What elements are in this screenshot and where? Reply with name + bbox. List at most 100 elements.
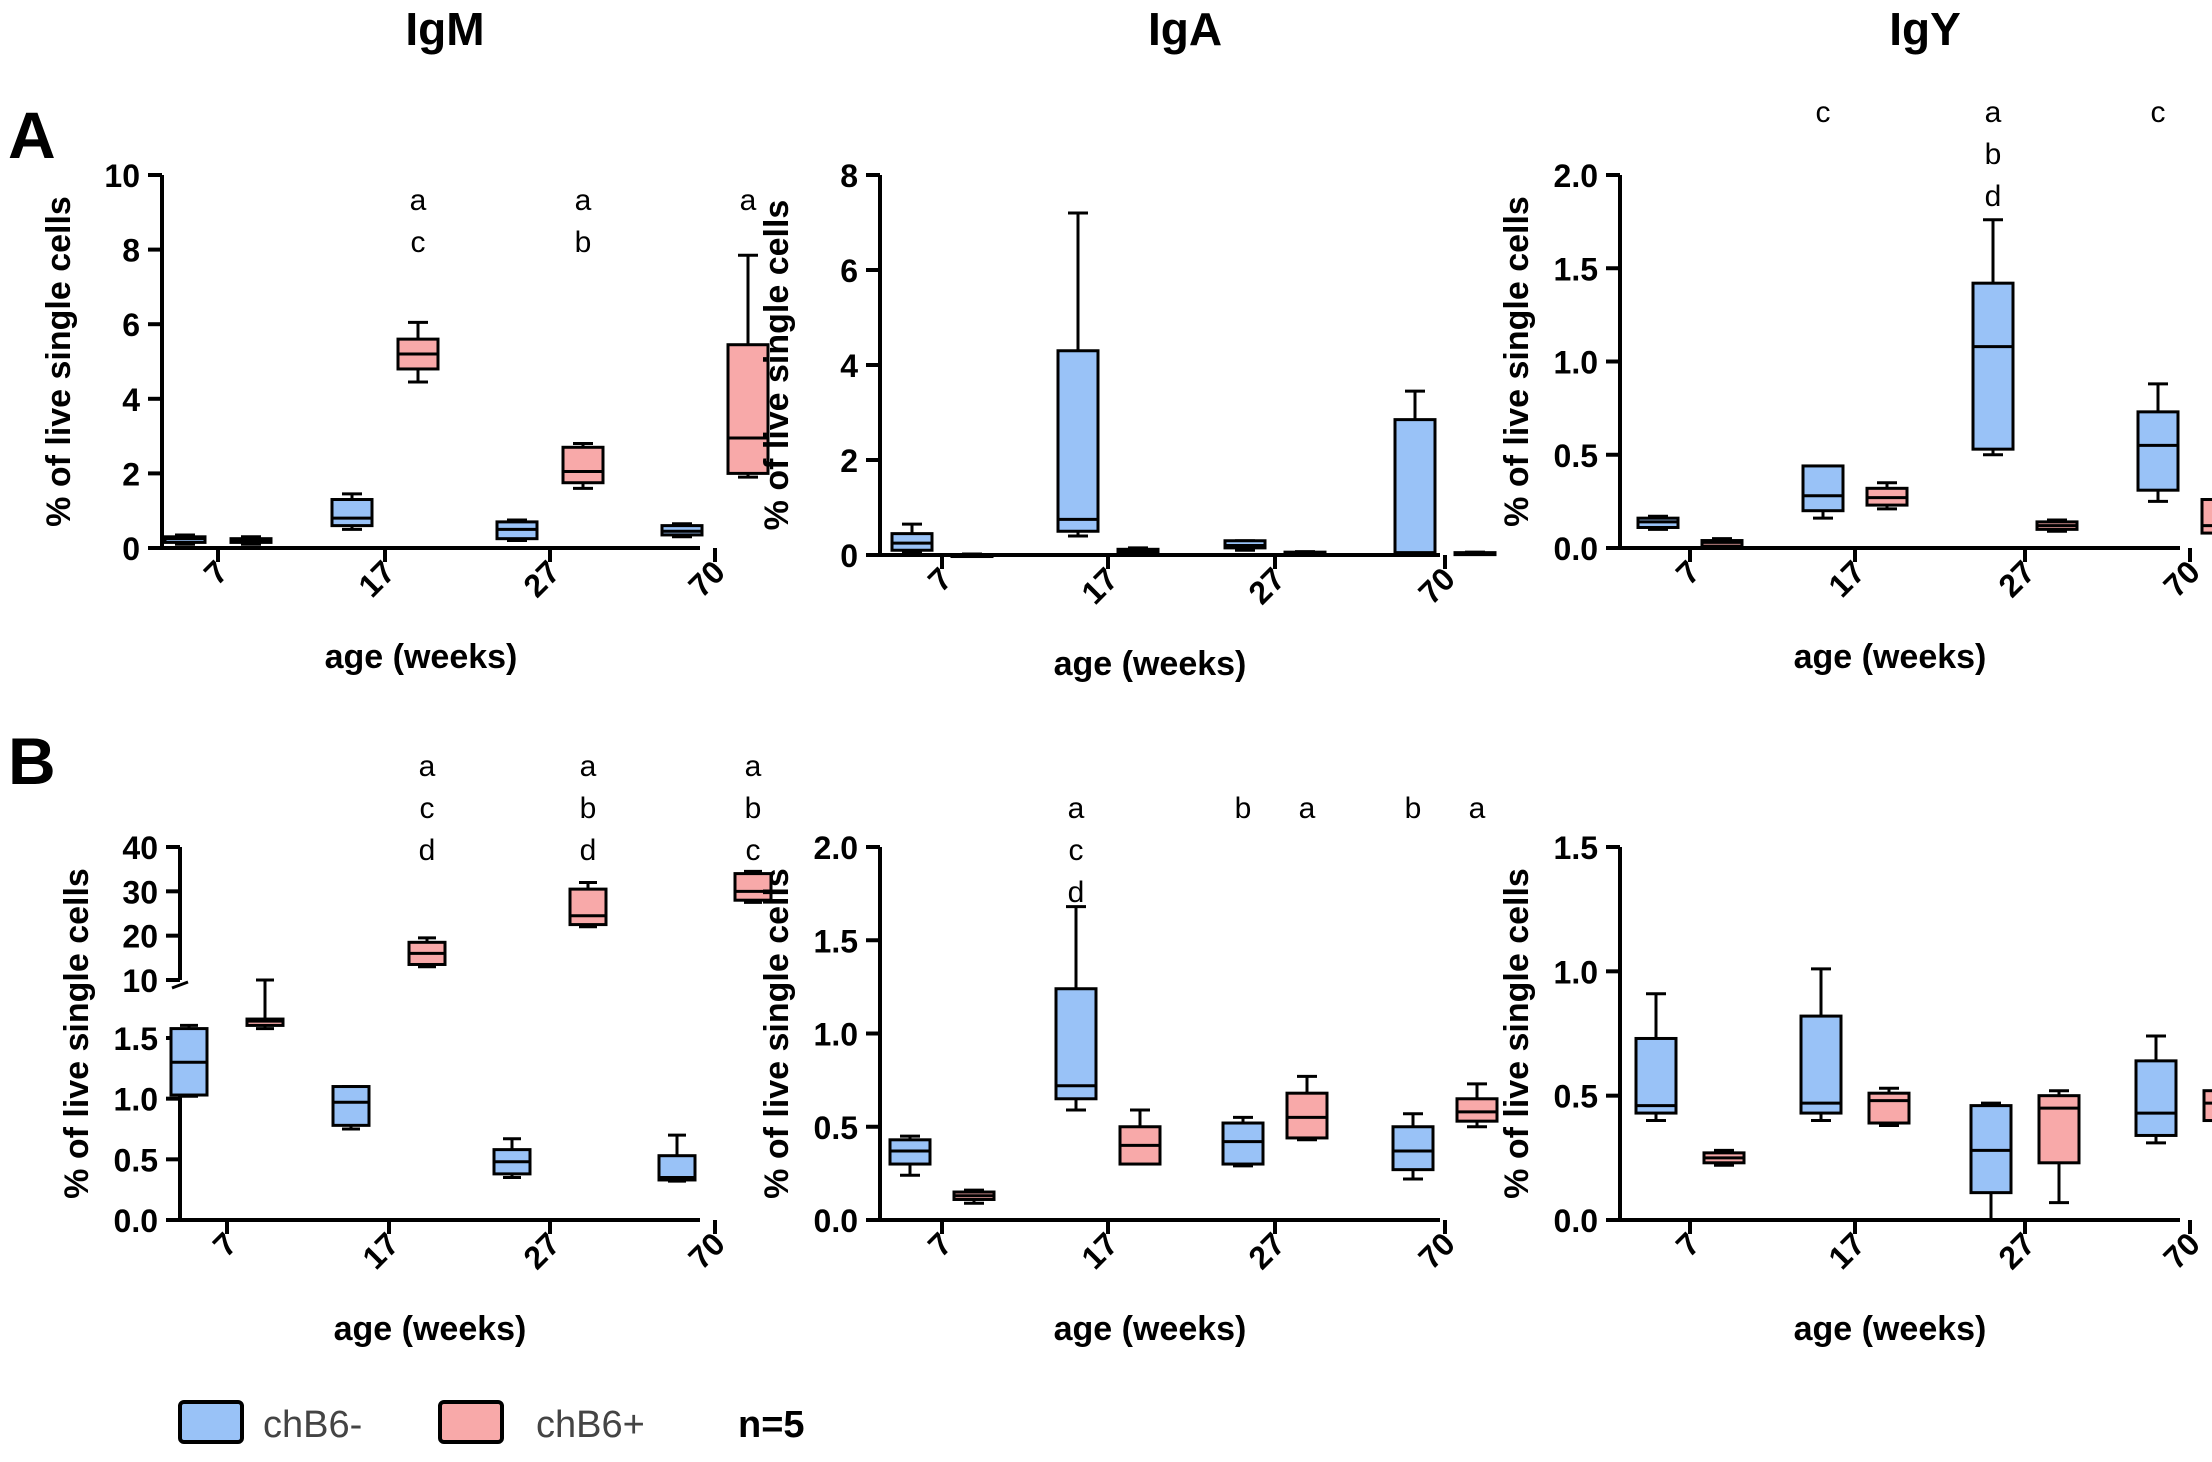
x-tick-label: 7 [1669,553,1707,591]
y-tick-label: 10 [104,158,140,194]
box-chb6plus-70 [1455,1082,1499,1129]
y-axis-title: % of live single cells [758,200,796,531]
box-chb6minus-17 [1799,967,1843,1123]
box-body [1867,1091,1911,1125]
box-chb6minus-7 [1636,514,1680,531]
column-title-igy: IgY [1889,3,1961,55]
x-axis-title: age (weeks) [1054,1310,1247,1348]
y-tick-label: 1.0 [114,1082,158,1118]
x-tick-label: 7 [197,553,235,591]
y-tick-label: 6 [840,253,858,289]
box-body [331,1085,371,1127]
y-tick-label: 1.0 [1554,345,1598,381]
significance-letter: c [746,834,761,867]
box-body [1799,1014,1843,1115]
box-chb6minus-17 [1801,464,1845,520]
x-tick-label: 27 [516,553,567,604]
box-chb6minus-7 [888,1134,932,1177]
column-title-iga: IgA [1148,3,1222,55]
x-tick-label: 70 [2156,553,2207,604]
box-body [657,1154,697,1182]
box-body [726,343,770,475]
box-chb6plus-17 [1116,546,1160,556]
x-tick-label: 17 [355,1225,406,1276]
box-body [2037,1094,2081,1165]
box-body [733,872,773,902]
y-tick-label: 20 [122,919,158,955]
significance-letter: c [420,792,435,825]
box-chb6plus-27 [561,442,605,490]
box-body [330,498,374,528]
significance-letter: a [410,184,427,217]
y-tick-label: 0 [840,538,858,574]
box-chb6plus-70 [726,253,770,479]
x-tick-label: 70 [1411,560,1462,611]
box-chb6minus-27 [492,1137,532,1180]
significance-letter: d [580,834,597,867]
row-label-b: B [8,724,56,798]
box-chb6minus-27 [1223,539,1267,552]
box-body [1056,349,1100,533]
box-body [1391,1125,1435,1172]
box-chb6minus-27 [495,518,539,543]
box-chb6plus-17 [407,936,447,969]
x-axis-title: age (weeks) [334,1310,527,1348]
box-chb6minus-27 [1221,1115,1265,1168]
box-chb6plus-17 [1118,1108,1162,1166]
box-chb6plus-7 [229,535,273,546]
box-body [2136,410,2180,492]
y-axis-title: % of live single cells [758,868,796,1199]
box-chb6minus-7 [1634,992,1678,1123]
x-tick-label: 17 [1821,1225,1872,1276]
y-tick-label: 2 [840,443,858,479]
legend-swatch-chb6-minus [178,1400,244,1444]
axis-break-mark [171,980,189,990]
significance-letter: c [1816,96,1831,129]
x-tick-label: 17 [1074,1225,1125,1276]
box-chb6plus-27 [1283,550,1327,556]
significance-letter: a [740,184,757,217]
significance-letter: d [1985,180,2002,213]
box-chb6plus-27 [1285,1074,1329,1142]
box-body [1393,418,1437,556]
box-chb6plus-27 [2035,518,2079,533]
chart-a-igy: 0.0 0.5 1.0 1.5 2.0 7 17 27 70 age (weeks) % of li… [1498,96,2212,676]
legend-label-chb6-plus: chB6+ [536,1404,645,1446]
significance-letter: a [419,750,436,783]
x-tick-label: 70 [1411,1225,1462,1276]
y-axis-title: % of live single cells [40,196,78,527]
box-chb6minus-70 [2134,1034,2178,1145]
legend: chB6- chB6+ n=5 [178,1400,805,1446]
y-tick-label: 0 [122,531,140,567]
x-tick-label: 27 [516,1225,567,1276]
chart-b-igy: 0.0 0.5 1.0 1.5 7 17 27 70 age (weeks) % of live … [1498,830,2212,1348]
y-axis-title: % of live single cells [58,868,96,1199]
significance-letter: b [1405,792,1422,825]
y-tick-label: 10 [122,963,158,999]
x-tick-label: 7 [921,560,959,598]
box-chb6minus-7 [163,533,207,546]
significance-letter: b [745,792,762,825]
x-tick-label: 27 [1991,1225,2042,1276]
y-tick-label: 1.5 [814,923,858,959]
y-tick-label: 2.0 [814,830,858,866]
significance-letter: b [575,226,592,259]
x-tick-label: 17 [1821,553,1872,604]
significance-letter: a [575,184,592,217]
significance-letter: a [580,750,597,783]
y-tick-label: 8 [840,158,858,194]
x-tick-label: 27 [1241,560,1292,611]
box-chb6minus-70 [1391,1112,1435,1181]
box-body [1455,1097,1499,1123]
box-chb6plus-27 [568,880,608,929]
box-chb6minus-17 [1056,211,1100,538]
y-tick-label: 1.5 [114,1021,158,1057]
significance-letter: a [1985,96,2002,129]
box-chb6minus-70 [1393,389,1437,556]
significance-letter: a [1469,792,1486,825]
box-chb6minus-7 [169,1023,209,1098]
box-chb6minus-70 [660,522,704,539]
significance-letter: c [2151,96,2166,129]
